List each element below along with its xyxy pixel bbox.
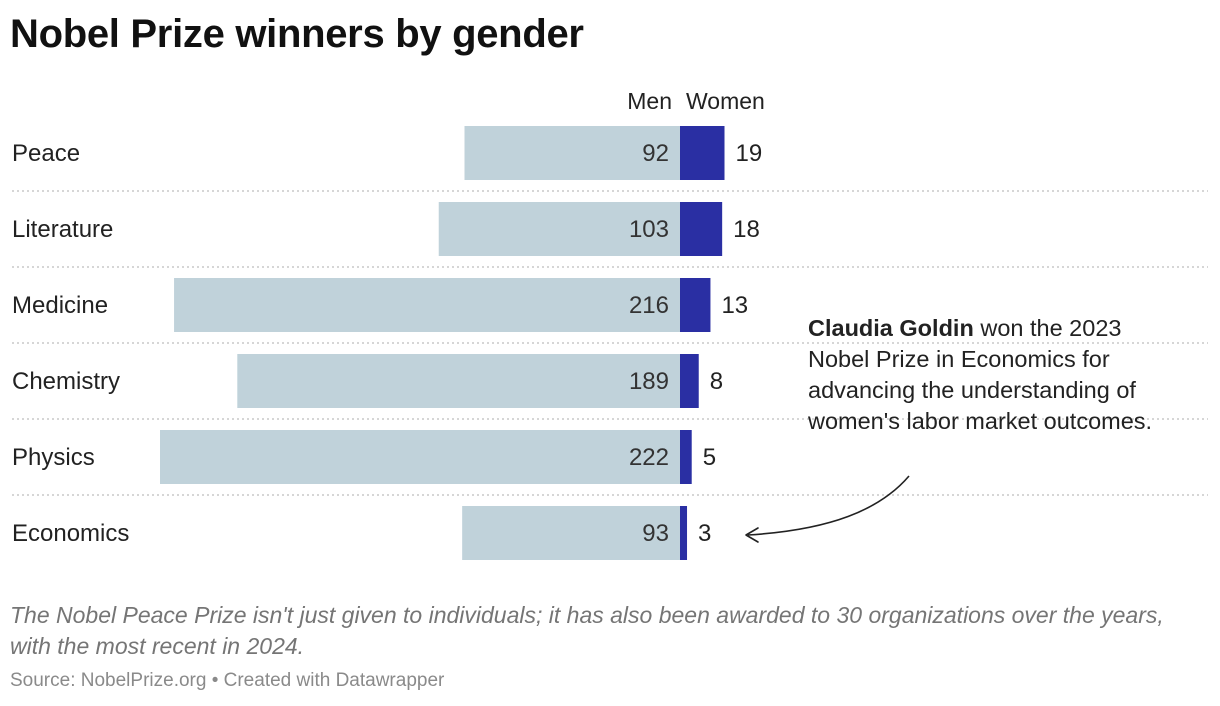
bar-men-peace (464, 126, 680, 180)
bar-men-chemistry (237, 354, 680, 408)
bar-women-economics (680, 506, 688, 560)
value-men-peace: 92 (642, 140, 669, 167)
category-label-literature: Literature (12, 216, 113, 243)
annotation-bold: Claudia Goldin (808, 315, 974, 341)
value-women-literature: 18 (733, 216, 760, 243)
annotation-arrow-line (747, 475, 910, 536)
value-women-medicine: 13 (721, 292, 748, 319)
annotation-text: Claudia Goldin won the 2023 Nobel Prize … (808, 313, 1168, 437)
bar-chart: Men Women Peace 92 19 Literature 103 18 Medicine… (12, 88, 1208, 560)
value-men-medicine: 216 (629, 292, 669, 319)
bar-men-physics (160, 430, 680, 484)
bar-women-literature (680, 202, 723, 256)
value-women-economics: 3 (698, 520, 711, 547)
chart-source: Source: NobelPrize.org • Created with Da… (10, 670, 445, 691)
bar-men-literature (438, 202, 680, 256)
bar-men-medicine (174, 278, 680, 332)
category-label-chemistry: Chemistry (12, 368, 120, 395)
value-men-economics: 93 (642, 520, 669, 547)
category-label-physics: Physics (12, 444, 95, 471)
bar-men-economics (462, 506, 680, 560)
bar-women-peace (680, 126, 725, 180)
bar-women-medicine (680, 278, 711, 332)
bar-women-physics (680, 430, 692, 484)
value-men-chemistry: 189 (629, 368, 669, 395)
chart-note: The Nobel Peace Prize isn't just given t… (10, 602, 1164, 659)
value-women-peace: 19 (736, 140, 763, 167)
category-label-economics: Economics (12, 520, 129, 547)
bar-women-chemistry (680, 354, 699, 408)
legend-women: Women (686, 88, 765, 114)
category-label-medicine: Medicine (12, 292, 108, 319)
value-men-physics: 222 (629, 444, 669, 471)
chart-title: Nobel Prize winners by gender (10, 12, 584, 56)
annotation-body: won the 2023 Nobel Prize in Economics fo… (808, 315, 1153, 434)
value-men-literature: 103 (629, 216, 669, 243)
category-label-peace: Peace (12, 140, 80, 167)
value-women-chemistry: 8 (710, 368, 723, 395)
value-women-physics: 5 (703, 444, 716, 471)
legend-men: Men (627, 88, 672, 114)
annotation-arrowhead (745, 527, 759, 543)
